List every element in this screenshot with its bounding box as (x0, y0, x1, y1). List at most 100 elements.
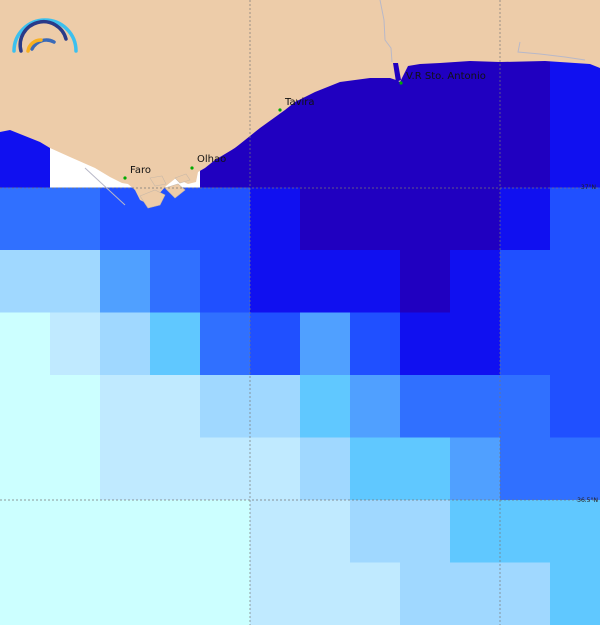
grid-cell (400, 312, 450, 376)
grid-cell (350, 437, 400, 501)
grid-cell (400, 500, 450, 563)
latitude-label-37: 37°N (581, 184, 596, 191)
grid-cell (450, 187, 500, 251)
place-tavira: Tavira (278, 97, 315, 112)
grid-cell (450, 125, 500, 188)
grid-cell (350, 500, 400, 563)
grid-cell (300, 187, 350, 251)
grid-cell (400, 375, 450, 438)
grid-cell (100, 250, 150, 313)
grid-cell (300, 312, 350, 376)
grid-cell (250, 312, 300, 376)
place-label: Tavira (284, 97, 315, 108)
grid-cell (50, 437, 100, 501)
grid-cell (350, 375, 400, 438)
grid-cell (500, 500, 550, 563)
grid-cell (200, 562, 250, 625)
grid-cell (0, 562, 50, 625)
grid-cell (350, 187, 400, 251)
grid-cell (100, 437, 150, 501)
grid-cell (0, 437, 50, 501)
grid-cell (500, 375, 550, 438)
wave-arcs-logo (12, 18, 78, 53)
place-label: Faro (130, 165, 151, 176)
grid-cell (500, 437, 550, 501)
grid-cell (550, 187, 600, 251)
grid-cell (50, 312, 100, 376)
grid-cell (50, 562, 100, 625)
grid-cell (200, 500, 250, 563)
grid-cell (550, 562, 600, 625)
grid-cell (500, 562, 550, 625)
grid-cell (50, 250, 100, 313)
grid-cell (400, 250, 450, 313)
place-olhao: Olhao (190, 154, 226, 170)
grid-cell (550, 125, 600, 188)
grid-cell (200, 187, 250, 251)
grid-cell (200, 437, 250, 501)
grid-cell (550, 437, 600, 501)
grid-cell (150, 250, 200, 313)
grid-cell (450, 500, 500, 563)
grid-cell (300, 250, 350, 313)
grid-cell (300, 500, 350, 563)
grid-cell (250, 375, 300, 438)
latitude-label-36-5: 36.5°N (577, 497, 598, 504)
grid-cell (400, 562, 450, 625)
grid-cell (500, 250, 550, 313)
grid-cell (50, 187, 100, 251)
grid-cell (450, 312, 500, 376)
grid-cell (200, 375, 250, 438)
grid-cell (0, 375, 50, 438)
grid-cell (550, 375, 600, 438)
grid-cell (450, 375, 500, 438)
grid-cell (100, 375, 150, 438)
grid-cell (350, 562, 400, 625)
grid-cell (300, 437, 350, 501)
grid-cell (500, 125, 550, 188)
grid-cell (0, 500, 50, 563)
grid-cell (100, 562, 150, 625)
grid-cell (150, 562, 200, 625)
ria-formosa-channel (232, 100, 298, 152)
grid-cell (0, 312, 50, 376)
lagoon-islands (139, 173, 191, 209)
grid-cell (350, 125, 400, 188)
grid-cell (250, 187, 300, 251)
grid-cell (400, 125, 450, 188)
guadiana-estuary (393, 63, 401, 82)
place-label: Olhao (197, 154, 226, 165)
grid-cell (50, 375, 100, 438)
green-dot-icon (399, 81, 403, 85)
grid-cell (150, 312, 200, 376)
place-faro: Faro (123, 165, 151, 180)
grid-cell (350, 250, 400, 313)
grid-cell (50, 500, 100, 563)
grid-cell (450, 250, 500, 313)
grid-cell (150, 500, 200, 563)
grid-cell (300, 125, 350, 188)
rivers (84, 0, 586, 206)
grid-cell (500, 312, 550, 376)
grid-cell (200, 250, 250, 313)
green-dot-icon (278, 108, 282, 112)
grid-cell (250, 250, 300, 313)
grid-cell (0, 187, 50, 251)
grid-cell (400, 437, 450, 501)
grid-cell (100, 312, 150, 376)
grid-cell (350, 312, 400, 376)
grid-cell (300, 375, 350, 438)
green-dot-icon (123, 176, 127, 180)
grid-cell (250, 500, 300, 563)
grid-cell (250, 562, 300, 625)
grid-cell (150, 375, 200, 438)
grid-cell (450, 437, 500, 501)
grid-cell (550, 500, 600, 563)
grid-cell (500, 187, 550, 251)
grid-cell (0, 250, 50, 313)
grid-cell (200, 312, 250, 376)
grid-cell (300, 562, 350, 625)
